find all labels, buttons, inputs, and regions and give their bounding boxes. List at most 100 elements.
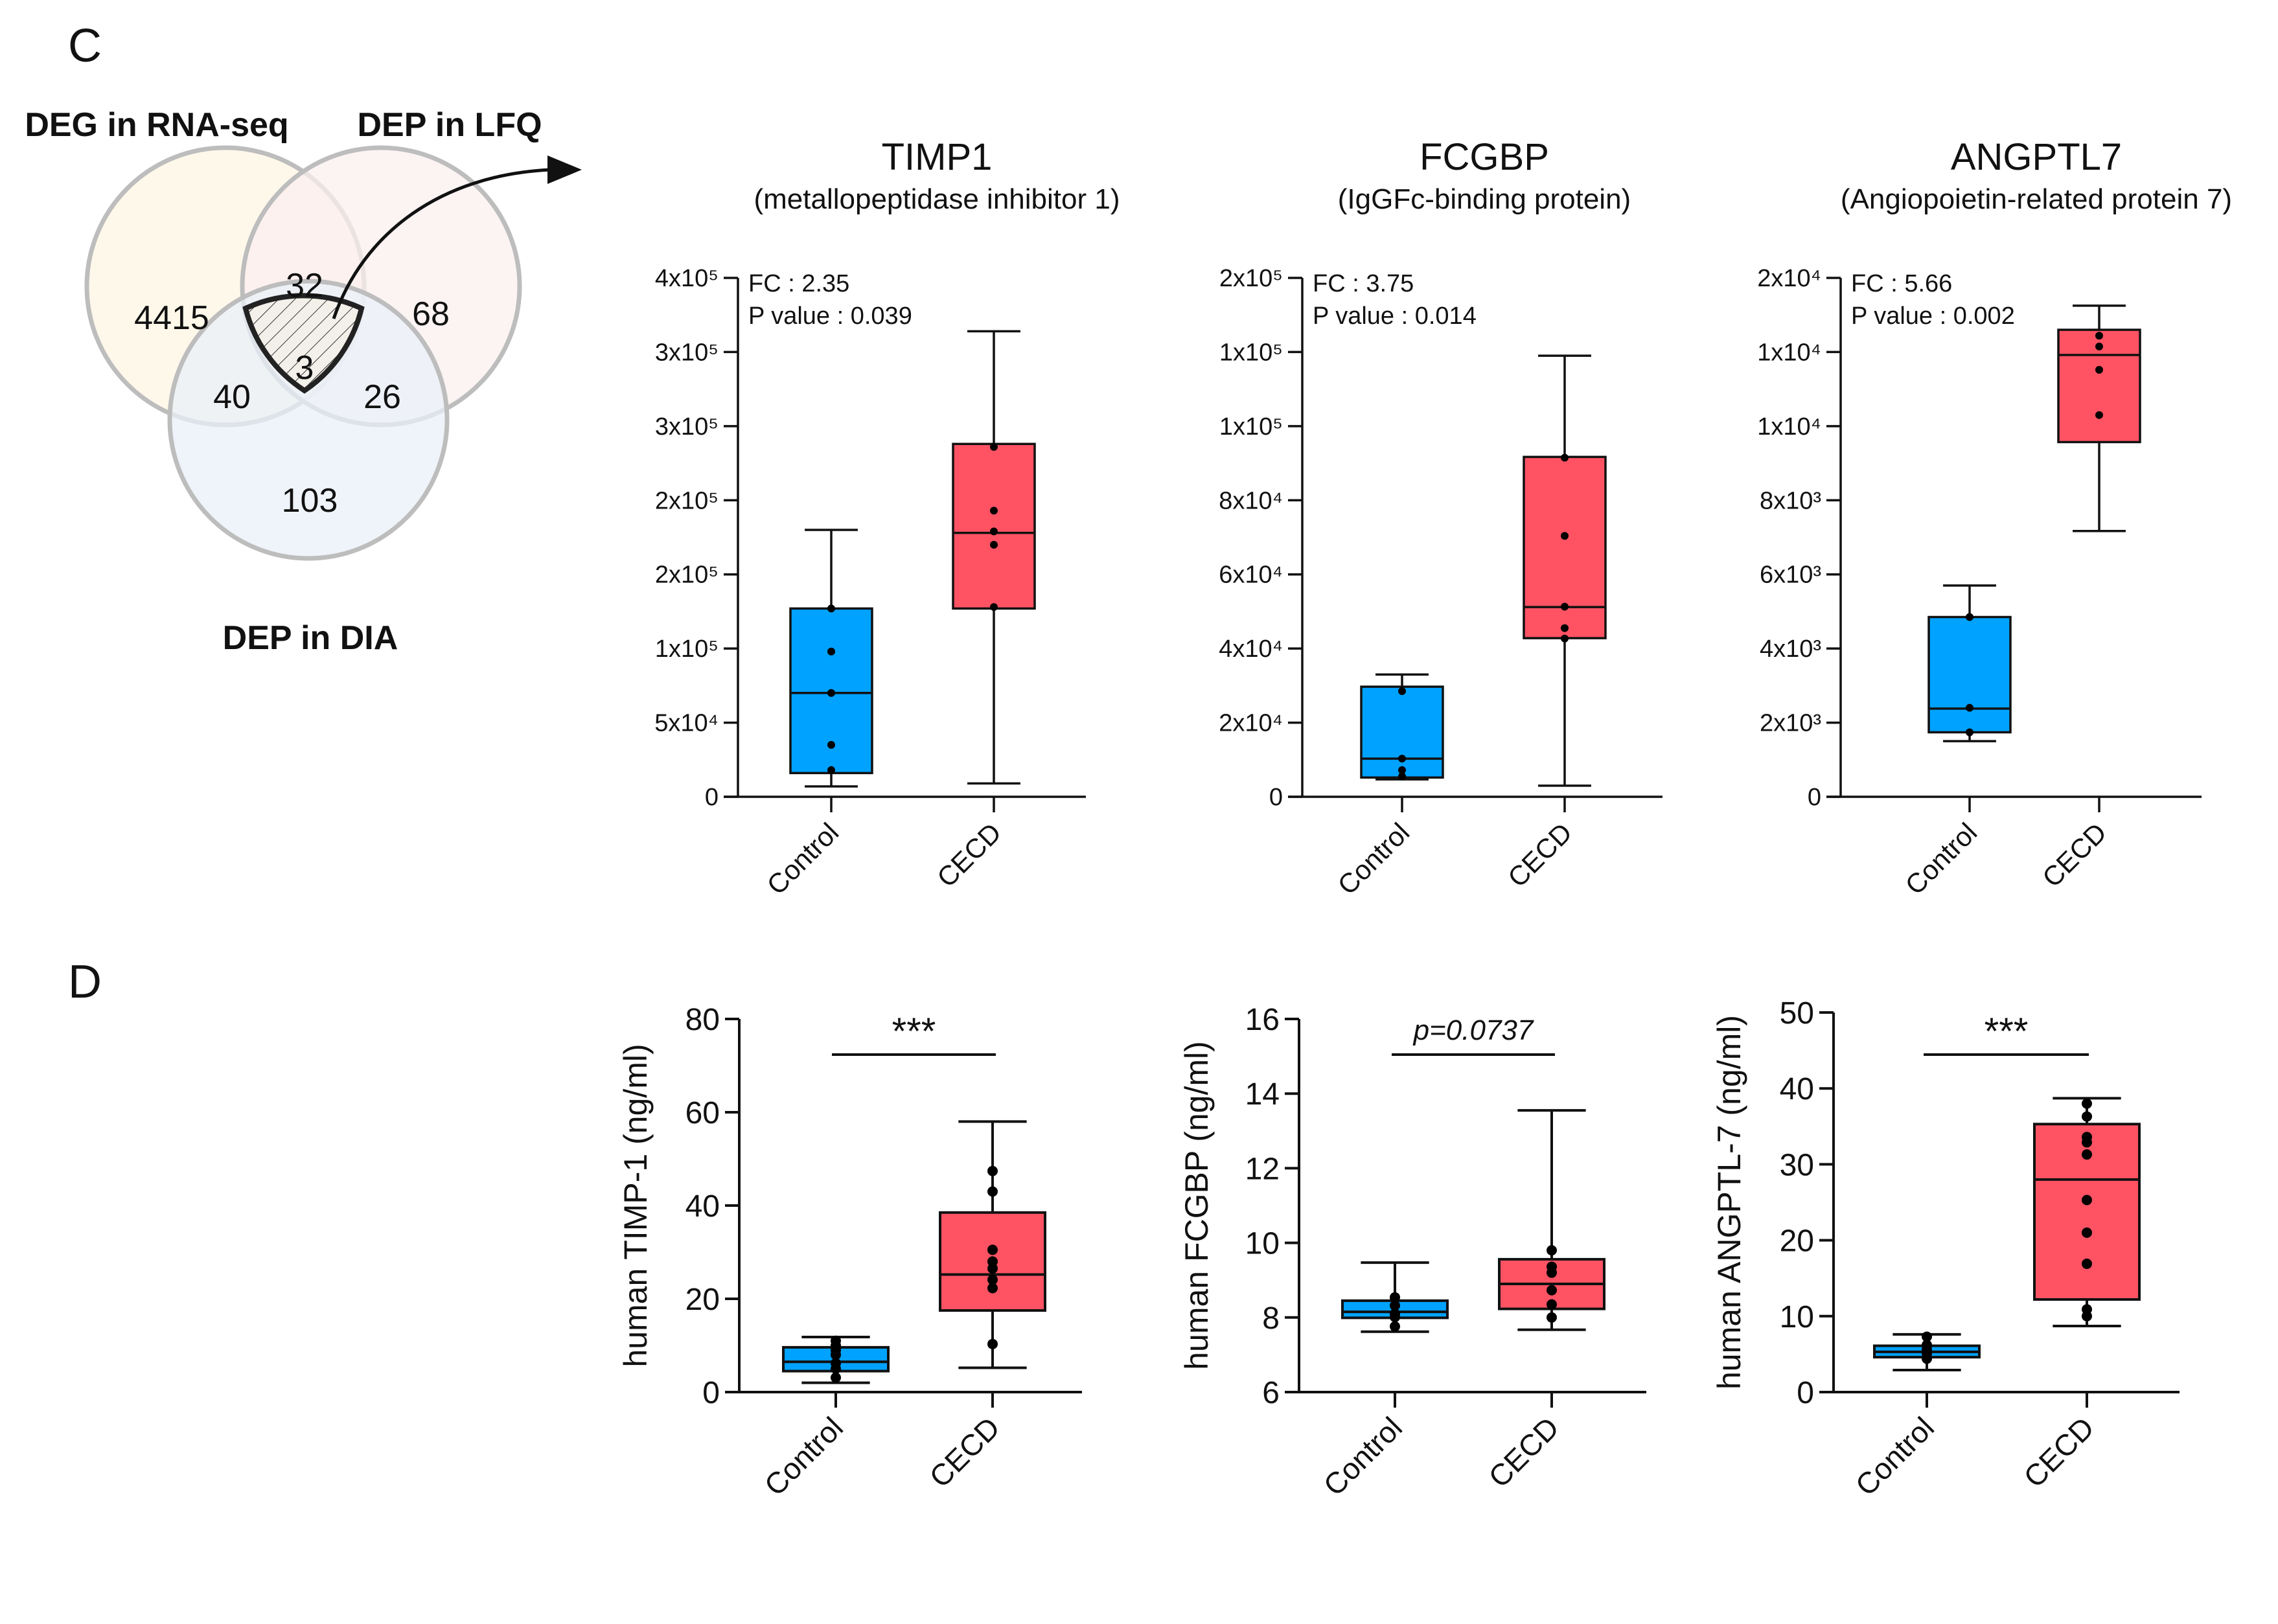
fold-change-text: FC : 5.66 xyxy=(1851,270,1952,297)
data-point xyxy=(1390,1300,1400,1311)
data-point xyxy=(1561,634,1569,643)
y-tick-label: 1x10⁵ xyxy=(655,635,719,663)
data-point xyxy=(987,1186,998,1197)
chart-title: ANGPTL7 xyxy=(1951,136,2122,178)
y-tick-label: 3x10⁵ xyxy=(655,339,719,366)
arrow-icon-line xyxy=(332,168,551,319)
y-axis-label: human TIMP-1 (ng/ml) xyxy=(617,1044,654,1367)
x-tick-label-control: Control xyxy=(1899,817,1983,900)
data-point xyxy=(1966,703,1973,712)
data-point xyxy=(990,603,998,612)
venn-count-lfq-dia: 26 xyxy=(363,378,401,416)
venn-set-label-rna-seq: DEG in RNA-seq xyxy=(25,106,288,144)
x-tick-label-cecd: CECD xyxy=(1482,1410,1565,1494)
data-point xyxy=(2082,1195,2092,1206)
venn-set-label-lfq: DEP in LFQ xyxy=(357,106,542,144)
x-tick-label-cecd: CECD xyxy=(2017,1410,2100,1494)
venn-count-rna-dia: 40 xyxy=(213,378,251,416)
significance-label: *** xyxy=(892,1011,936,1053)
data-point xyxy=(827,647,835,656)
data-point xyxy=(1547,1245,1557,1256)
box-cecd xyxy=(1498,1109,1605,1331)
venn-count-lfq-only: 68 xyxy=(412,295,450,333)
chart-subtitle: (Angiopoietin-related protein 7) xyxy=(1841,183,2232,215)
data-point xyxy=(1966,728,1973,737)
data-point xyxy=(990,442,998,451)
data-point xyxy=(2082,1227,2092,1238)
data-point xyxy=(990,540,998,549)
chart-subtitle: (metallopeptidase inhibitor 1) xyxy=(754,183,1120,215)
data-point xyxy=(1547,1299,1557,1310)
y-tick-label: 6x10³ xyxy=(1760,562,1821,589)
y-tick-label: 4x10³ xyxy=(1760,635,1821,663)
x-tick-label-control: Control xyxy=(757,1410,849,1502)
box-control xyxy=(789,529,873,788)
data-point xyxy=(827,766,835,774)
y-tick-label: 2x10⁵ xyxy=(655,487,719,514)
data-point xyxy=(987,1338,998,1349)
data-point xyxy=(2095,332,2103,340)
data-point xyxy=(831,1364,841,1374)
box-cecd xyxy=(952,330,1036,785)
chart-title: TIMP1 xyxy=(882,136,993,178)
box-control xyxy=(1341,1261,1449,1333)
y-tick-label: 1x10⁵ xyxy=(1219,339,1283,366)
y-tick-label: 0 xyxy=(702,1376,720,1410)
data-point xyxy=(1922,1353,1932,1364)
x-tick-label-cecd: CECD xyxy=(1502,817,1578,893)
data-point xyxy=(987,1283,998,1294)
data-point xyxy=(1398,766,1406,774)
box-cecd xyxy=(2033,1097,2141,1328)
p-value-text: P value : 0.039 xyxy=(748,303,912,330)
y-tick-label: 2x10⁴ xyxy=(1757,265,1821,292)
box-plot-c-timp1: 0 5x10⁴ 1x10⁵ 2x10⁵ 2x10⁵ 3x10⁵ 3x10⁵ 4x10⁵ Cont… xyxy=(654,136,1120,900)
box-cecd xyxy=(2057,304,2141,532)
data-point xyxy=(987,1165,998,1176)
panel-label-d: D xyxy=(68,956,102,1008)
data-point xyxy=(1561,624,1569,632)
data-point xyxy=(2095,342,2103,350)
x-tick-label-control: Control xyxy=(761,817,844,900)
y-tick-label: 0 xyxy=(1808,784,1821,811)
significance-label: p=0.0737 xyxy=(1412,1014,1534,1046)
y-tick-label: 1x10⁴ xyxy=(1757,339,1821,366)
x-tick-label-control: Control xyxy=(1317,1410,1409,1502)
y-tick-label: 8 xyxy=(1262,1301,1280,1336)
box-cecd xyxy=(1523,354,1607,787)
y-tick-label: 30 xyxy=(1780,1148,1814,1182)
y-tick-label: 12 xyxy=(1245,1152,1280,1186)
data-point xyxy=(990,507,998,515)
data-point xyxy=(1398,755,1406,763)
data-point xyxy=(1390,1321,1400,1332)
panel-label-c: C xyxy=(68,20,102,72)
x-tick-label-control: Control xyxy=(1848,1410,1940,1502)
y-tick-label: 1x10⁴ xyxy=(1757,413,1821,440)
significance-label: *** xyxy=(1985,1011,2029,1053)
y-tick-label: 8x10³ xyxy=(1760,487,1821,514)
y-tick-label: 14 xyxy=(1245,1077,1280,1112)
venn-count-rna-lfq: 32 xyxy=(286,267,323,304)
data-point xyxy=(1547,1312,1557,1323)
y-tick-label: 60 xyxy=(685,1096,720,1130)
y-tick-label: 6x10⁴ xyxy=(1219,562,1283,589)
y-tick-label: 0 xyxy=(1797,1376,1814,1410)
y-tick-label: 20 xyxy=(1780,1224,1814,1259)
box-cecd xyxy=(939,1120,1046,1369)
y-tick-label: 20 xyxy=(685,1283,720,1317)
arrow-head-icon xyxy=(547,155,582,184)
data-point xyxy=(2082,1149,2092,1160)
y-tick-label: 2x10³ xyxy=(1760,710,1821,737)
y-tick-label: 3x10⁵ xyxy=(655,413,719,440)
data-point xyxy=(2082,1098,2092,1109)
data-point xyxy=(1390,1312,1400,1323)
venn-set-label-dia: DEP in DIA xyxy=(223,619,398,657)
y-tick-label: 4x10⁴ xyxy=(1219,635,1283,663)
data-point xyxy=(987,1263,998,1274)
data-point xyxy=(2082,1111,2092,1122)
y-tick-label: 8x10⁴ xyxy=(1219,487,1283,514)
box-control xyxy=(1360,673,1444,781)
y-axis-label: human ANGPTL-7 (ng/ml) xyxy=(1711,1015,1747,1390)
data-point xyxy=(1561,453,1569,462)
data-point xyxy=(1547,1285,1557,1296)
